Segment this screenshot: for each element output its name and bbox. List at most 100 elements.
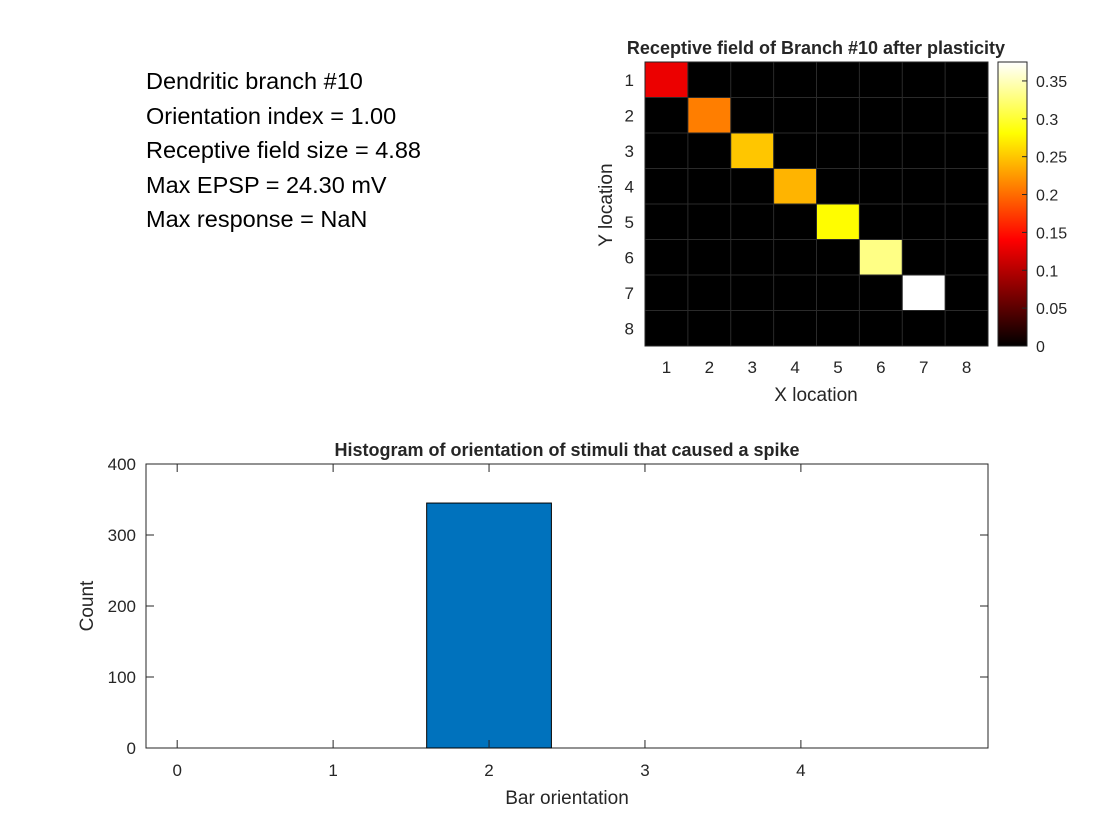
heatmap-cell-r1-c5 (816, 62, 860, 98)
bar-chart-bars (426, 502, 552, 749)
heatmap-y-tick-label: 1 (625, 71, 634, 90)
bar-orientation-2 (426, 502, 552, 749)
heatmap-cell-r7-c6 (859, 275, 903, 311)
heatmap-cell-r6-c1 (645, 239, 689, 276)
heatmap-cell-r1-c7 (902, 62, 946, 98)
heatmap-cell-r8-c7 (902, 310, 946, 347)
heatmap-x-axis-label: X location (774, 385, 857, 406)
heatmap-cell-r4-c7 (902, 168, 946, 205)
heatmap-cell-r8-c2 (687, 310, 732, 347)
heatmap-cell-r5-c1 (645, 204, 689, 240)
heatmap-cell-r6-c5 (816, 239, 860, 276)
colorbar: 0 0.05 0.1 0.15 0.2 0.25 0.3 0.35 (997, 61, 1067, 356)
heatmap-cell-r3-c7 (902, 133, 946, 169)
heatmap-cell-r8-c6 (859, 310, 903, 347)
heatmap-cell-r6-c3 (730, 239, 774, 276)
heatmap-x-tick-label: 8 (962, 358, 971, 377)
bar-chart-y-tick-label: 100 (108, 668, 136, 687)
heatmap-cell-r5-c3 (730, 204, 774, 240)
heatmap-x-tick-label: 7 (919, 358, 928, 377)
heatmap-cell-r4-c8 (945, 168, 989, 205)
heatmap-cell-r4-c3 (730, 168, 774, 205)
bar-chart-x-tick-label: 3 (640, 761, 649, 780)
heatmap-cell-r7-c4 (773, 275, 817, 311)
heatmap-cell-r8-c3 (730, 310, 774, 347)
heatmap-cell-r7-c7 (902, 275, 946, 311)
heatmap-cell-r7-c5 (816, 275, 860, 311)
heatmap-cell-r7-c1 (645, 275, 689, 311)
heatmap-y-tick-label: 5 (625, 213, 634, 232)
info-branch-line: Dendritic branch #10 (146, 68, 363, 94)
heatmap-cell-r5-c8 (945, 204, 989, 240)
heatmap-x-tick-label: 1 (662, 358, 671, 377)
heatmap-cell-r1-c2 (687, 62, 732, 98)
info-orientation-index-line: Orientation index = 1.00 (146, 102, 397, 129)
heatmap-cell-r8-c1 (645, 310, 689, 347)
heatmap-axes-box (644, 61, 989, 347)
heatmap-cell-r7-c2 (687, 275, 732, 311)
heatmap-cell-r4-c1 (645, 168, 689, 205)
bar-chart-axes-box (145, 463, 989, 749)
bar-chart-y-tick-label: 300 (108, 526, 136, 545)
bar-chart-y-axis-label: Count (77, 580, 98, 631)
bar-chart-title: Histogram of orientation of stimuli that… (334, 440, 799, 460)
heatmap-cell-r2-c7 (902, 97, 946, 134)
heatmap-cell-r2-c3 (730, 97, 774, 134)
heatmap-cell-r2-c4 (773, 97, 817, 134)
heatmap-cell-r3-c1 (645, 133, 689, 169)
heatmap-cell-r5-c6 (859, 204, 903, 240)
heatmap-cell-r1-c8 (945, 62, 989, 98)
heatmap-cell-r3-c5 (816, 133, 860, 169)
heatmap-cells (645, 62, 989, 347)
heatmap-cell-r4-c5 (816, 168, 860, 205)
colorbar-tick-label: 0.2 (1036, 188, 1058, 205)
bar-chart-x-ticks: 0 1 2 3 4 (172, 464, 806, 780)
heatmap-cell-r1-c3 (730, 62, 774, 98)
heatmap-cell-r7-c3 (730, 275, 774, 311)
bar-chart-x-tick-label: 2 (484, 761, 493, 780)
heatmap-cell-r2-c6 (859, 97, 903, 134)
heatmap-y-tick-label: 2 (625, 106, 634, 125)
bar-chart-x-tick-label: 1 (328, 761, 337, 780)
heatmap-cell-r6-c4 (773, 239, 817, 276)
info-panel: Dendritic branch #10 Orientation index =… (146, 64, 421, 237)
bar-chart-x-tick-label: 4 (796, 761, 805, 780)
colorbar-ticks: 0 0.05 0.1 0.15 0.2 0.25 0.3 0.35 (1022, 74, 1067, 356)
heatmap-y-tick-label: 3 (625, 142, 634, 161)
heatmap-grid (644, 61, 989, 347)
heatmap-cell-r3-c4 (773, 133, 817, 169)
heatmap-title: Receptive field of Branch #10 after plas… (627, 38, 1005, 58)
heatmap-x-tick-label: 4 (790, 358, 799, 377)
heatmap-cell-r6-c7 (902, 239, 946, 276)
heatmap-y-axis-label: Y location (596, 163, 617, 246)
heatmap-cell-r6-c2 (687, 239, 732, 276)
colorbar-tick-label: 0.3 (1036, 112, 1058, 129)
heatmap-cell-r4-c6 (859, 168, 903, 205)
heatmap-cell-r4-c4 (773, 168, 817, 205)
heatmap-cell-r2-c2 (687, 97, 732, 134)
bar-chart-y-ticks: 0 100 200 300 400 (108, 455, 988, 758)
heatmap-cell-r3-c3 (730, 133, 774, 169)
info-max-response-line: Max response = NaN (146, 206, 368, 232)
bar-chart-y-tick-label: 0 (127, 739, 136, 758)
heatmap-y-ticks: 1 2 3 4 5 6 7 8 (625, 71, 634, 339)
info-max-epsp-line: Max EPSP = 24.30 mV (146, 171, 387, 198)
heatmap-cell-r2-c1 (645, 97, 689, 134)
heatmap-cell-r1-c1 (645, 62, 689, 98)
heatmap-x-tick-label: 5 (833, 358, 842, 377)
heatmap-cell-r1-c4 (773, 62, 817, 98)
colorbar-tick-label: 0.15 (1036, 225, 1067, 242)
heatmap-cell-r5-c7 (902, 204, 946, 240)
heatmap-cell-r6-c8 (945, 239, 989, 276)
heatmap-y-tick-label: 8 (625, 319, 634, 338)
bar-chart-y-tick-label: 400 (108, 455, 136, 474)
heatmap-cell-r7-c8 (945, 275, 989, 311)
heatmap-cell-r3-c2 (687, 133, 732, 169)
heatmap-cell-r5-c2 (687, 204, 732, 240)
colorbar-tick-label: 0.1 (1036, 263, 1058, 280)
heatmap-cell-r5-c5 (816, 204, 860, 240)
heatmap-cell-r1-c6 (859, 62, 903, 98)
colorbar-tick-label: 0.25 (1036, 150, 1067, 167)
heatmap-cell-r6-c6 (859, 239, 903, 276)
